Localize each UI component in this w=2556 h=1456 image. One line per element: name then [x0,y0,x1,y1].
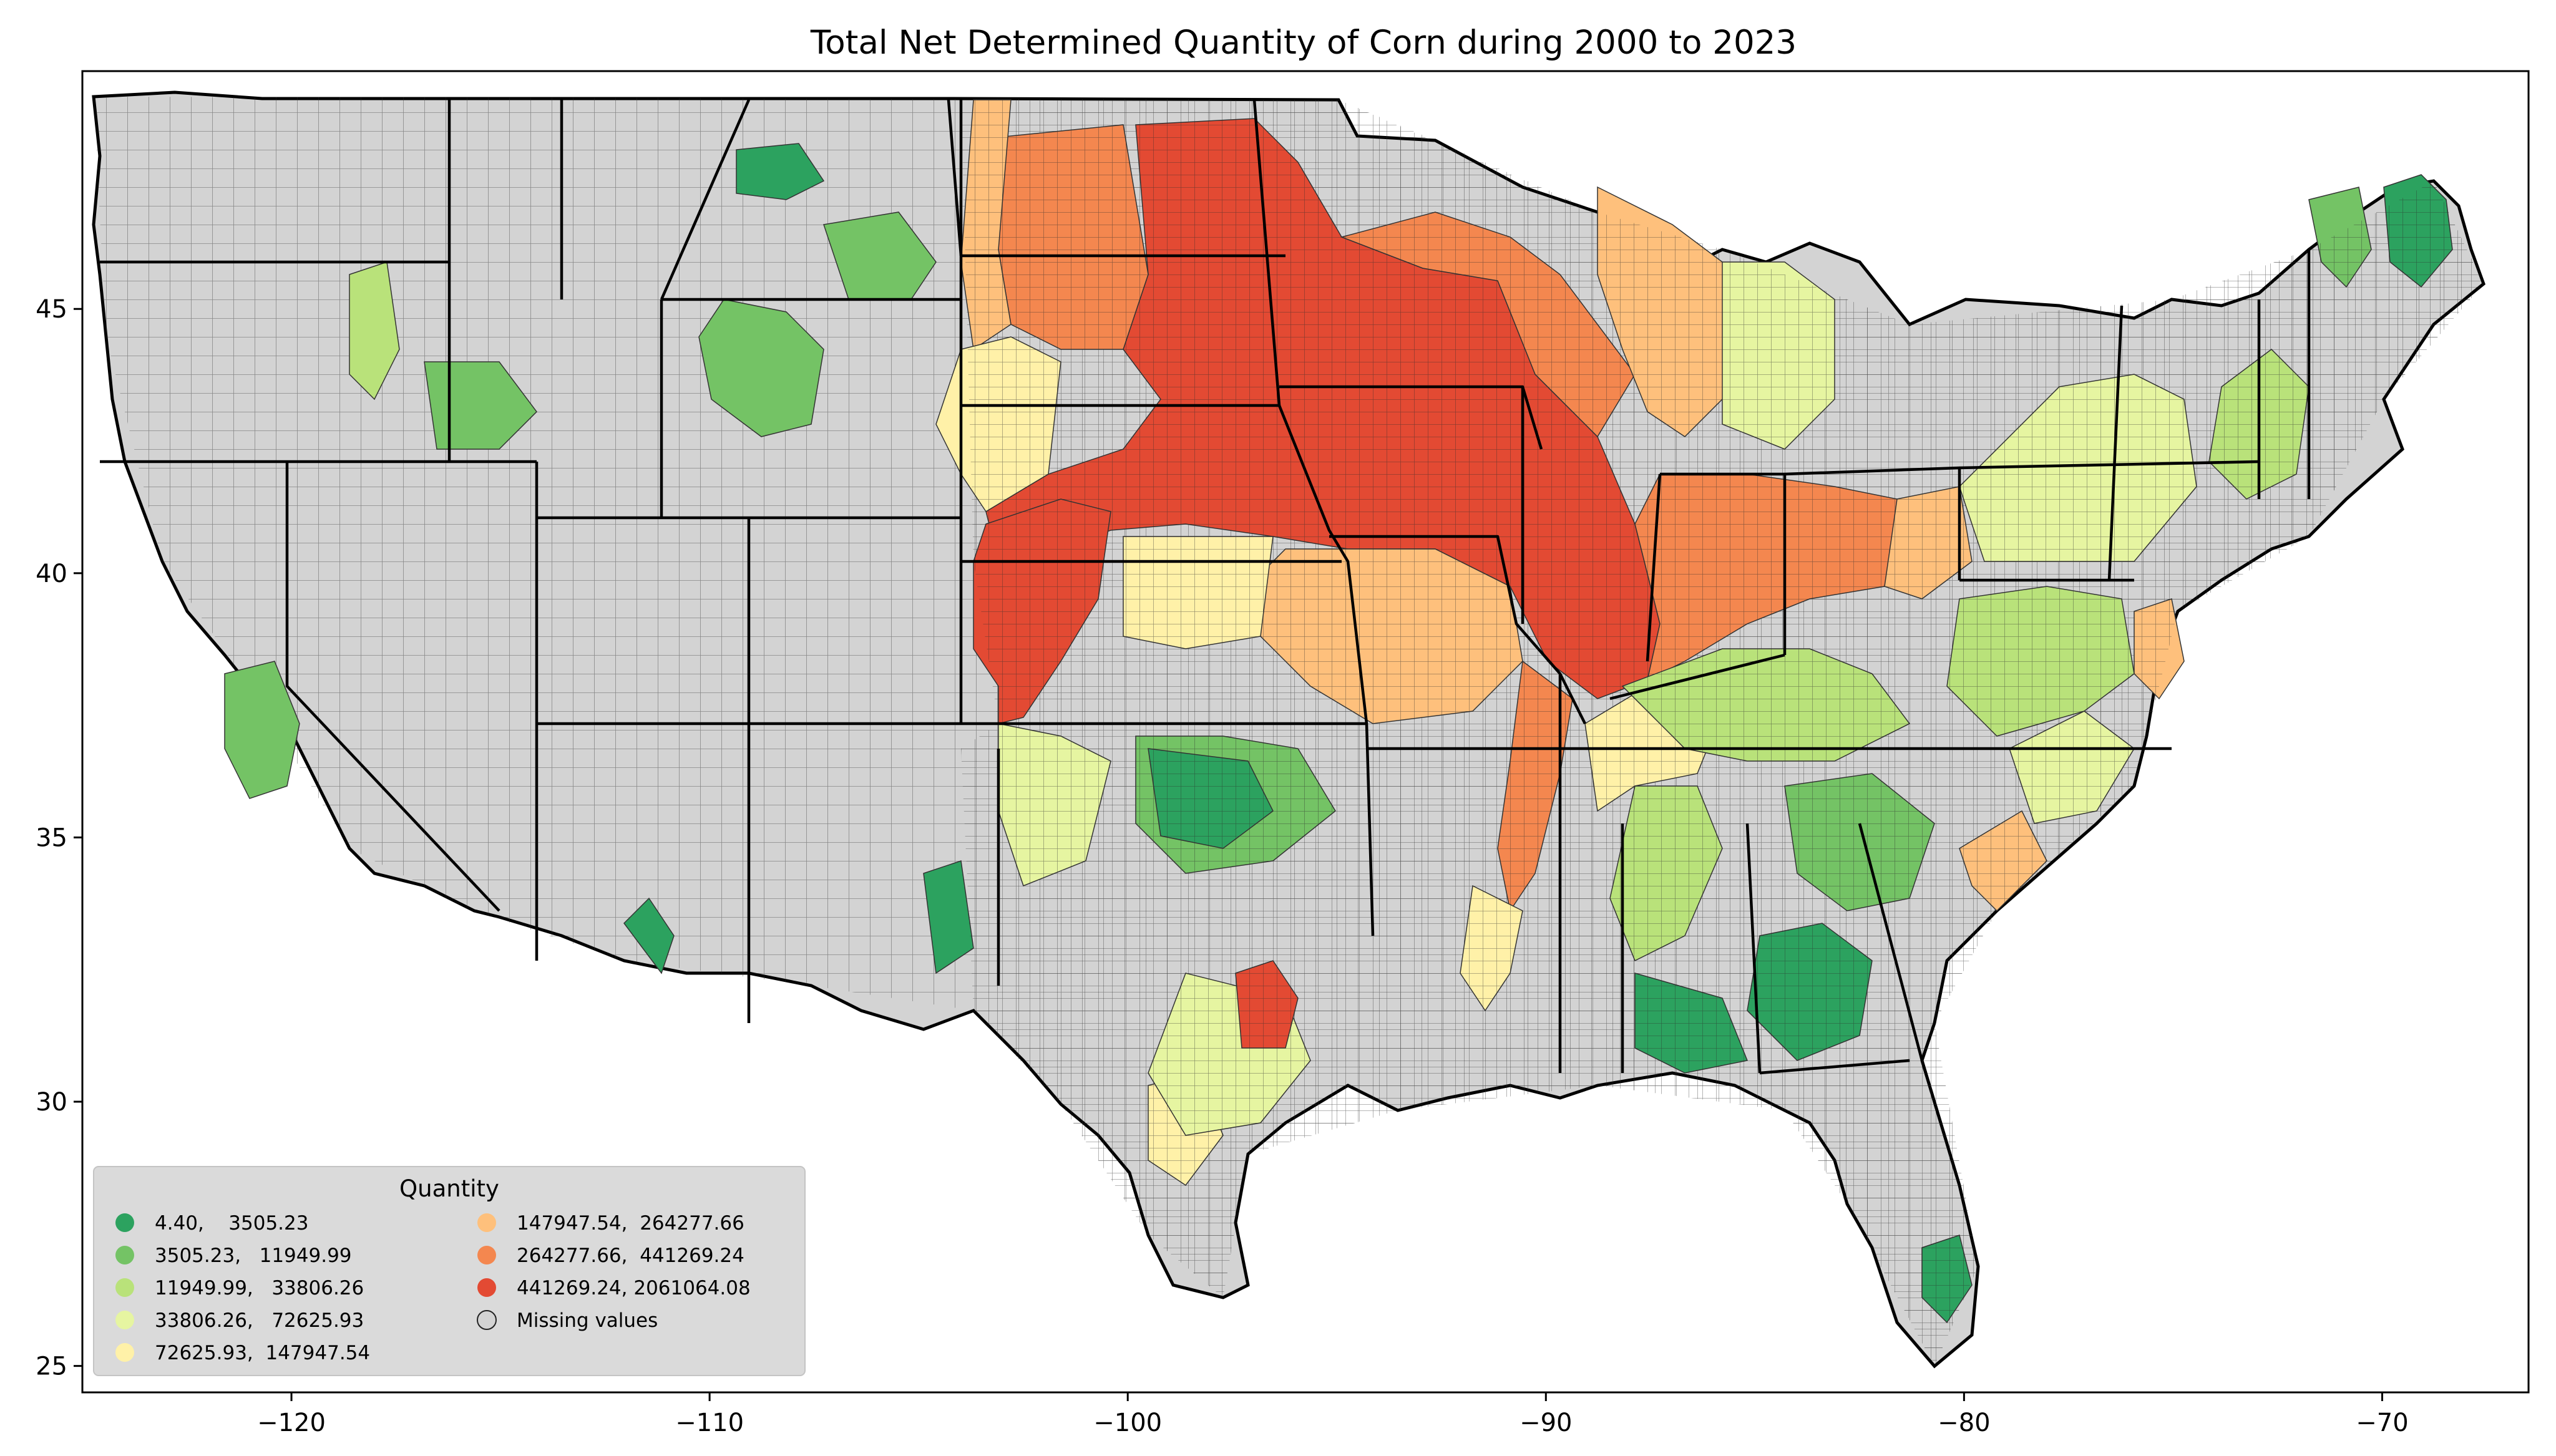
legend-label: 11949.99, 33806.26 [155,1277,364,1299]
legend-label: 264277.66, 441269.24 [517,1245,744,1267]
x-tick-label: −70 [2356,1409,2408,1437]
legend-swatch [477,1310,497,1330]
x-tick-label: −110 [675,1409,744,1437]
legend-swatch [115,1343,134,1362]
legend-swatch [477,1246,496,1264]
y-tick-label: 25 [36,1352,67,1381]
legend-label: 4.40, 3505.23 [155,1212,309,1235]
legend-swatch [115,1278,134,1297]
axes-frame [81,70,2530,1394]
y-tick-label: 45 [36,295,67,324]
legend-entries: 4.40, 3505.23 3505.23, 11949.99 11949.99, … [115,1212,751,1364]
legend-swatch [477,1278,496,1297]
y-tick-label: 35 [36,823,67,852]
y-tick-label: 40 [36,560,67,588]
legend-label: 147947.54, 264277.66 [517,1212,744,1235]
x-axis-ticks: −120 −110 −100 −90 −80 −70 [257,1392,2409,1437]
legend-swatch [115,1311,134,1329]
legend-swatch [115,1246,134,1264]
y-axis-ticks: 25 30 35 40 45 [36,295,82,1381]
legend-label: 441269.24, 2061064.08 [517,1277,751,1299]
x-tick-label: −100 [1093,1409,1162,1437]
x-tick-label: −120 [257,1409,326,1437]
legend-label: 33806.26, 72625.93 [155,1309,364,1332]
x-tick-label: −90 [1519,1409,1572,1437]
legend-title: Quantity [399,1175,499,1202]
legend: Quantity 4.40, 3505.23 3505.23, 11949.99 1… [93,1166,806,1376]
legend-swatch [477,1213,496,1232]
legend-label: 72625.93, 147947.54 [155,1342,370,1364]
state-borders [100,99,2311,1075]
legend-label: 3505.23, 11949.99 [155,1245,352,1267]
x-tick-label: −80 [1938,1409,1990,1437]
legend-label: Missing values [517,1309,658,1332]
y-tick-label: 30 [36,1088,67,1117]
legend-swatch [115,1213,134,1232]
legend-box [93,1166,806,1376]
chart-title: Total Net Determined Quantity of Corn du… [810,24,1797,62]
